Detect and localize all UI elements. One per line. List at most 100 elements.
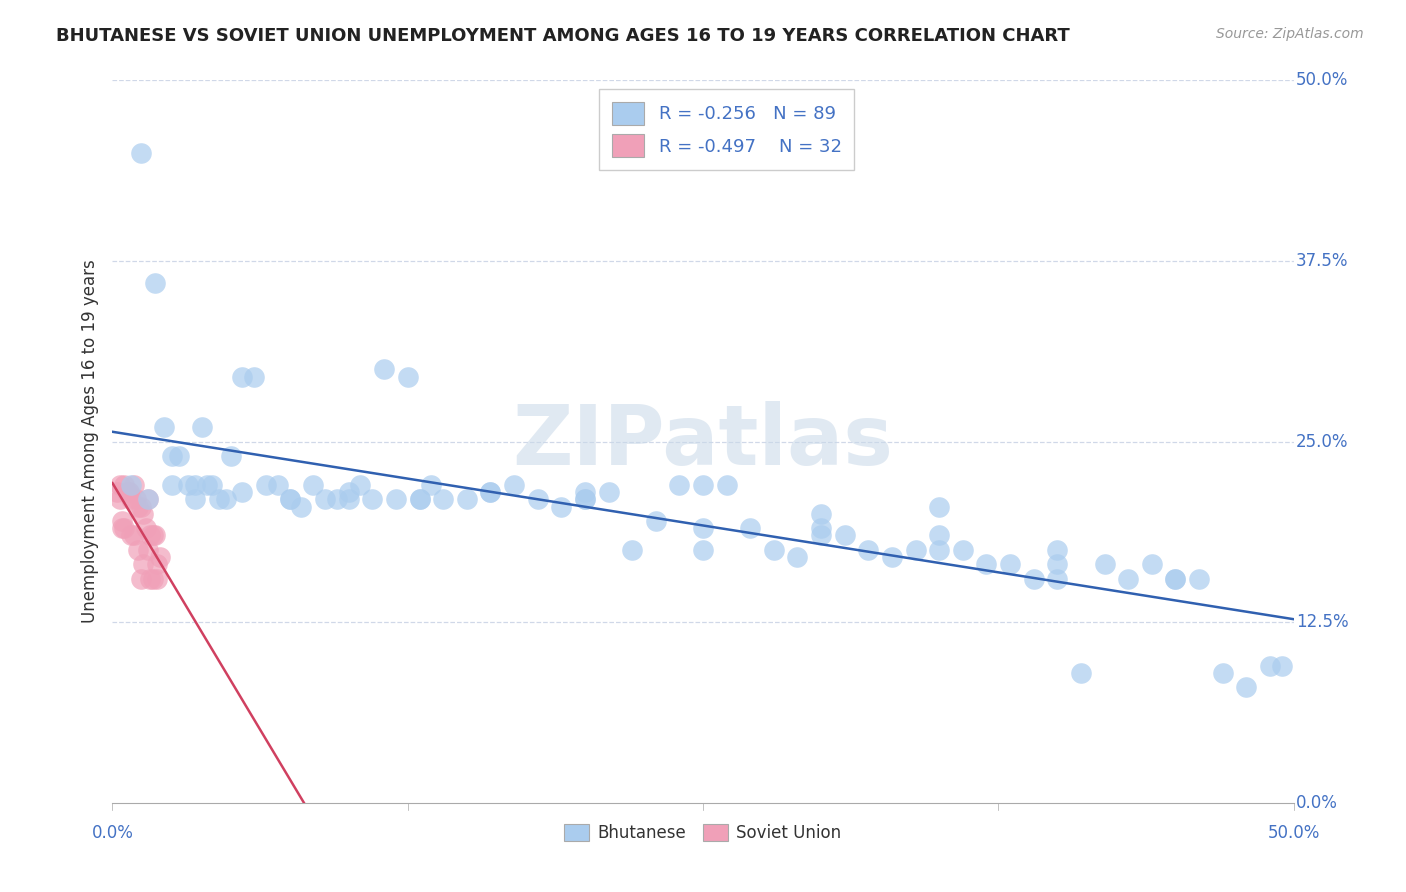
Point xyxy=(243,369,266,384)
Point xyxy=(834,528,856,542)
Point xyxy=(132,558,155,572)
Point xyxy=(904,542,927,557)
Point xyxy=(122,528,145,542)
Point xyxy=(160,449,183,463)
Point xyxy=(692,478,714,492)
Point xyxy=(479,485,502,500)
Point xyxy=(998,558,1021,572)
Point xyxy=(132,507,155,521)
Point xyxy=(762,542,785,557)
Point xyxy=(125,492,148,507)
Text: 50.0%: 50.0% xyxy=(1296,71,1348,89)
Point xyxy=(135,521,157,535)
Point xyxy=(143,528,166,542)
Point xyxy=(142,572,165,586)
Point xyxy=(1140,558,1163,572)
Point xyxy=(136,492,159,507)
Point xyxy=(215,492,238,507)
Text: 37.5%: 37.5% xyxy=(1296,252,1348,270)
Point xyxy=(1046,558,1069,572)
Point xyxy=(108,492,131,507)
Point xyxy=(290,500,312,514)
Point xyxy=(349,478,371,492)
Point xyxy=(111,514,134,528)
Point xyxy=(420,478,443,492)
Point xyxy=(278,492,301,507)
Point xyxy=(598,485,620,500)
Point xyxy=(928,542,950,557)
Point xyxy=(136,492,159,507)
Point xyxy=(115,485,138,500)
Point xyxy=(810,507,832,521)
Point xyxy=(254,478,277,492)
Text: Source: ZipAtlas.com: Source: ZipAtlas.com xyxy=(1216,27,1364,41)
Point xyxy=(314,492,336,507)
Point xyxy=(127,542,149,557)
Point xyxy=(574,492,596,507)
Point xyxy=(177,478,200,492)
Point xyxy=(105,485,128,500)
Point xyxy=(526,492,548,507)
Point xyxy=(385,492,408,507)
Point xyxy=(740,521,762,535)
Text: BHUTANESE VS SOVIET UNION UNEMPLOYMENT AMONG AGES 16 TO 19 YEARS CORRELATION CHA: BHUTANESE VS SOVIET UNION UNEMPLOYMENT A… xyxy=(56,27,1070,45)
Text: 0.0%: 0.0% xyxy=(91,824,134,842)
Point xyxy=(267,478,290,492)
Point xyxy=(191,420,214,434)
Point xyxy=(928,500,950,514)
Point xyxy=(167,449,190,463)
Text: 12.5%: 12.5% xyxy=(1296,613,1348,632)
Point xyxy=(574,492,596,507)
Point xyxy=(129,500,152,514)
Point xyxy=(952,542,974,557)
Point xyxy=(668,478,690,492)
Point xyxy=(184,492,207,507)
Point xyxy=(146,558,169,572)
Point xyxy=(201,478,224,492)
Point xyxy=(432,492,454,507)
Point xyxy=(1164,572,1187,586)
Point xyxy=(337,492,360,507)
Point xyxy=(219,449,242,463)
Point xyxy=(1022,572,1045,586)
Point xyxy=(361,492,384,507)
Legend: Bhutanese, Soviet Union: Bhutanese, Soviet Union xyxy=(558,817,848,848)
Point xyxy=(408,492,430,507)
Point xyxy=(149,550,172,565)
Point xyxy=(976,558,998,572)
Point xyxy=(692,542,714,557)
Point xyxy=(278,492,301,507)
Point xyxy=(120,492,142,507)
Point xyxy=(1258,658,1281,673)
Point xyxy=(120,528,142,542)
Point xyxy=(810,528,832,542)
Point xyxy=(231,369,253,384)
Point xyxy=(810,521,832,535)
Point xyxy=(231,485,253,500)
Point xyxy=(108,478,131,492)
Point xyxy=(644,514,666,528)
Point xyxy=(111,521,134,535)
Point xyxy=(621,542,644,557)
Point xyxy=(408,492,430,507)
Point xyxy=(127,500,149,514)
Point xyxy=(153,420,176,434)
Point xyxy=(118,485,141,500)
Point xyxy=(122,478,145,492)
Point xyxy=(880,550,903,565)
Point xyxy=(1094,558,1116,572)
Y-axis label: Unemployment Among Ages 16 to 19 years: Unemployment Among Ages 16 to 19 years xyxy=(80,260,98,624)
Point xyxy=(112,478,135,492)
Point xyxy=(1046,542,1069,557)
Point xyxy=(396,369,419,384)
Point xyxy=(1046,572,1069,586)
Point xyxy=(1116,572,1139,586)
Point xyxy=(139,528,162,542)
Point xyxy=(503,478,526,492)
Point xyxy=(143,276,166,290)
Point xyxy=(129,572,152,586)
Point xyxy=(550,500,572,514)
Point xyxy=(373,362,395,376)
Point xyxy=(142,528,165,542)
Point xyxy=(146,572,169,586)
